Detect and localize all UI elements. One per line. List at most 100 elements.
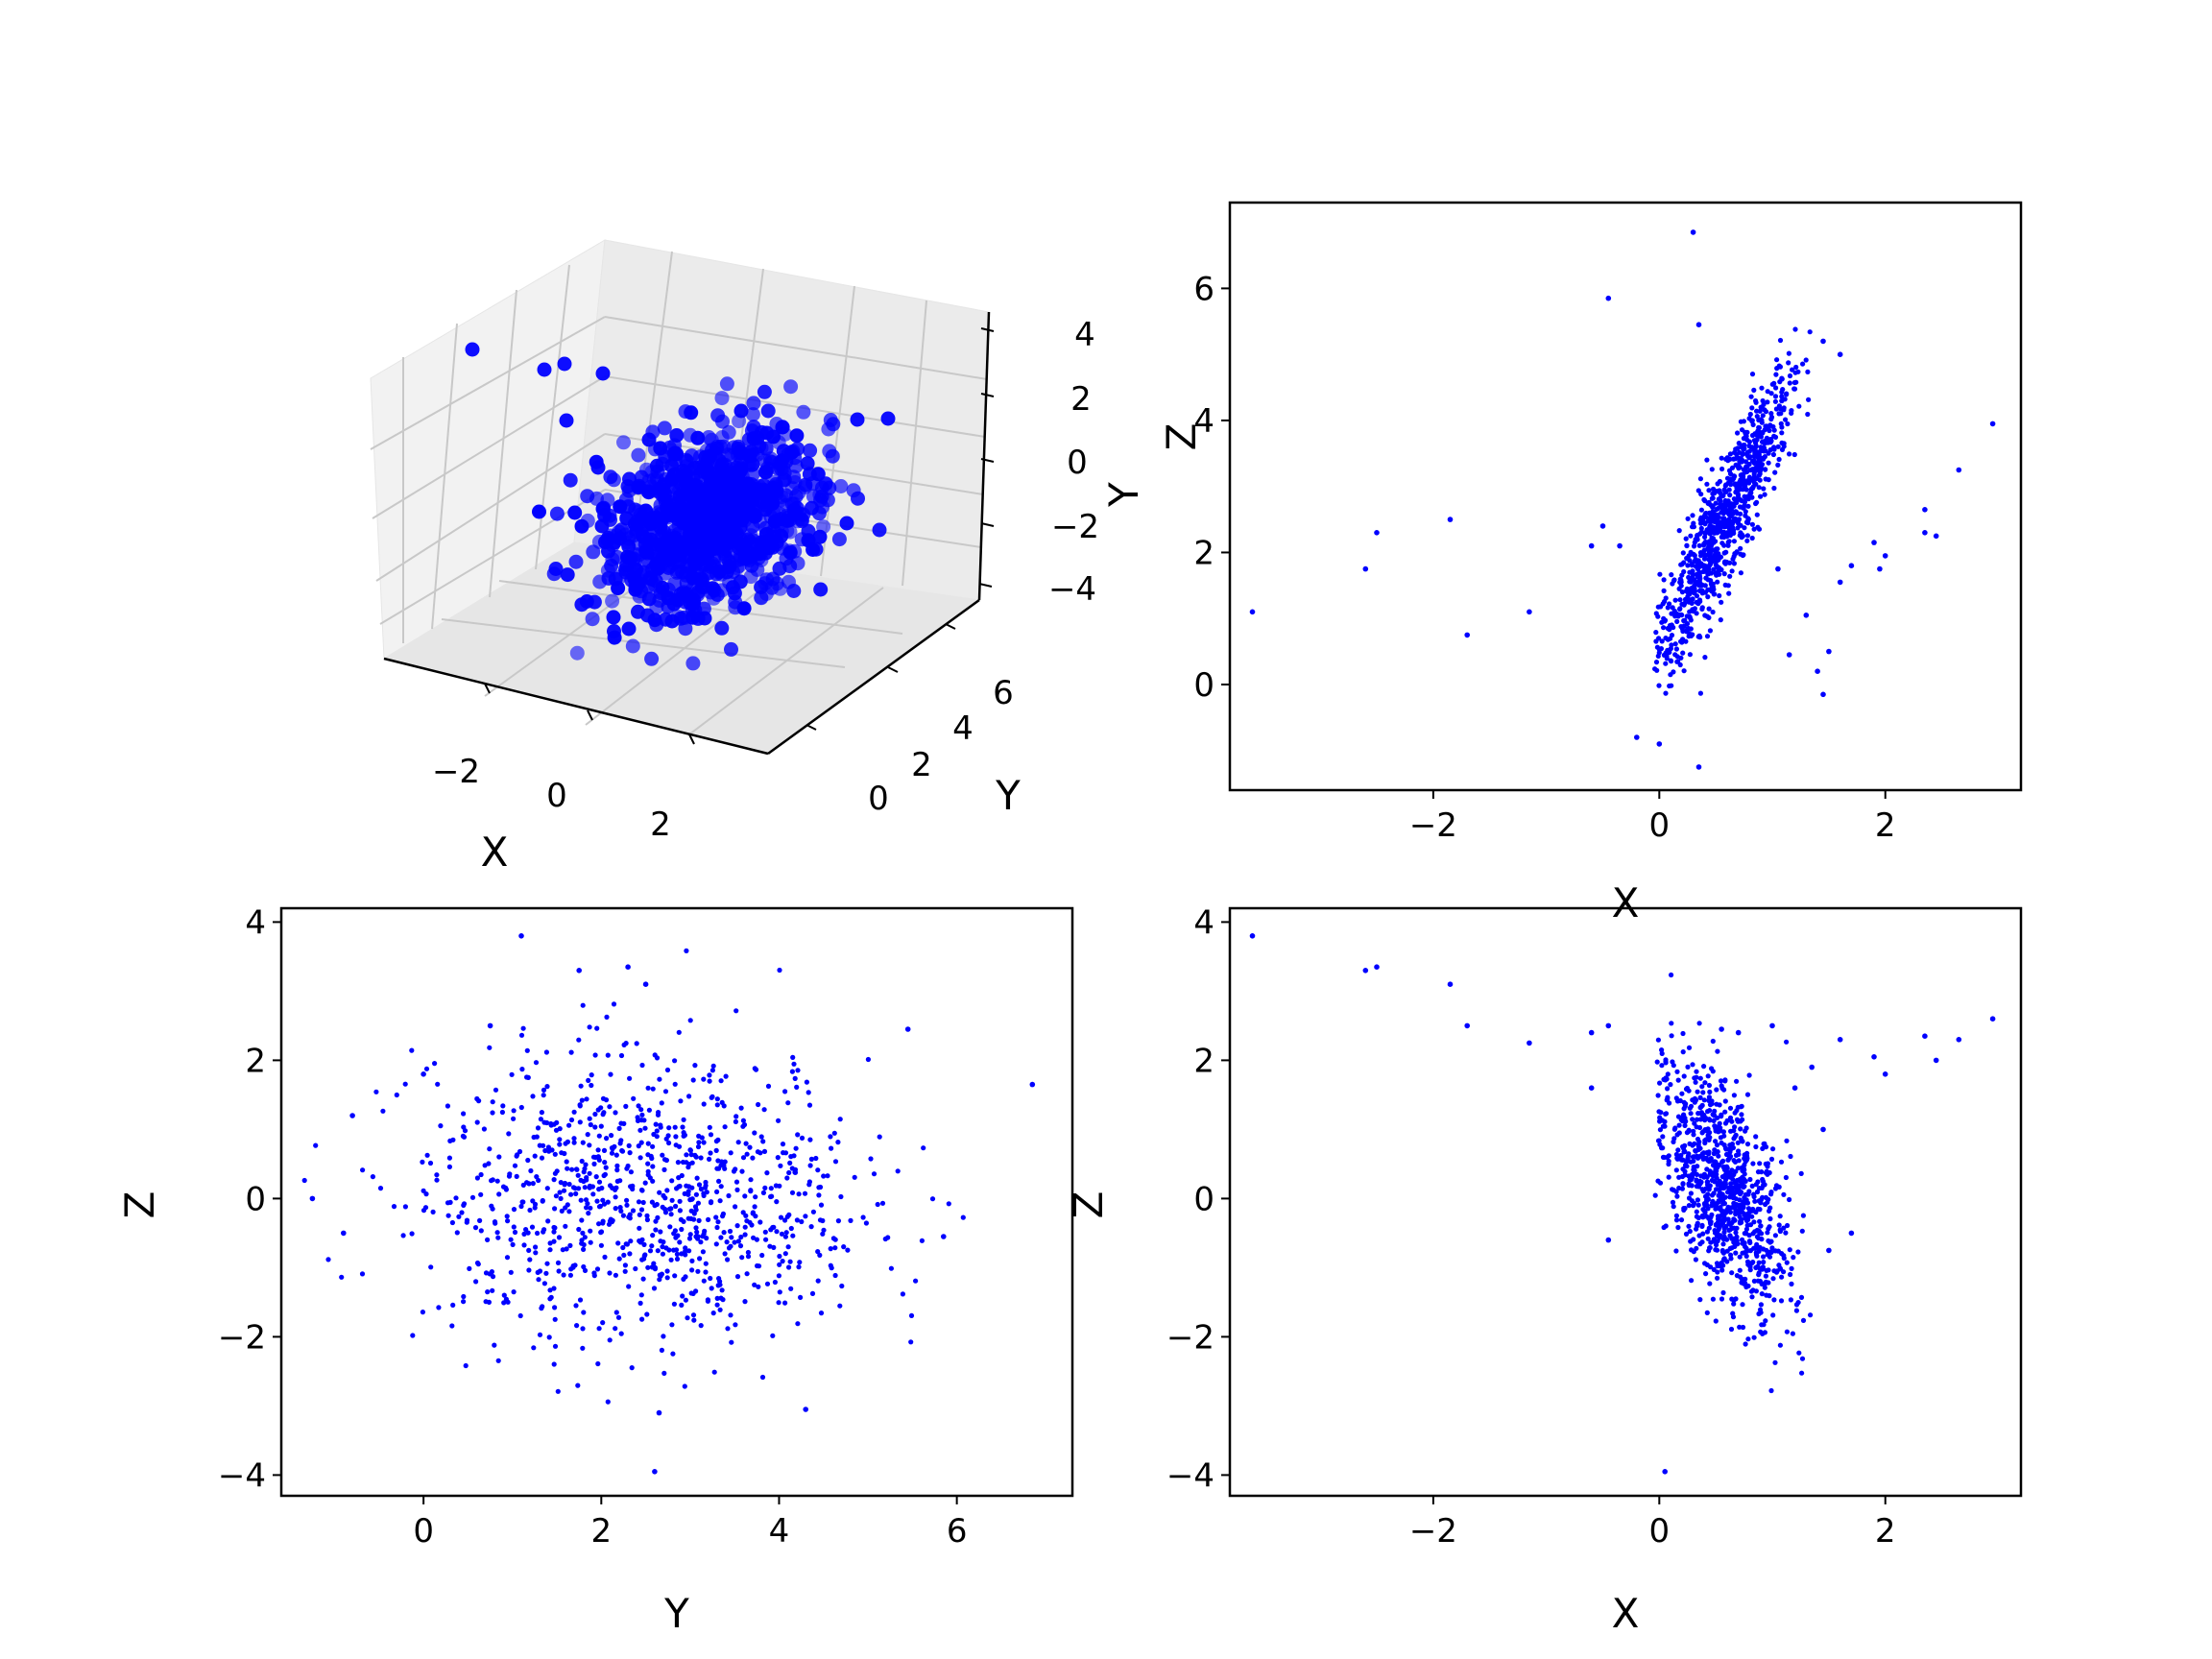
data-point bbox=[1735, 1104, 1741, 1110]
data-point bbox=[1733, 1296, 1739, 1302]
data-point bbox=[635, 1115, 640, 1120]
data-point bbox=[567, 1242, 573, 1248]
data-point bbox=[1698, 525, 1704, 532]
data-point-3d bbox=[620, 479, 636, 494]
data-point bbox=[510, 1241, 516, 1247]
data-point bbox=[449, 1323, 455, 1329]
data-point bbox=[1792, 370, 1798, 375]
data-point bbox=[687, 1197, 693, 1203]
data-point bbox=[778, 1163, 783, 1168]
data-point bbox=[1933, 533, 1939, 540]
data-point-3d bbox=[693, 571, 709, 587]
data-point bbox=[650, 1233, 656, 1238]
data-point-3d bbox=[758, 441, 774, 456]
data-point bbox=[1704, 457, 1710, 463]
data-point bbox=[1713, 500, 1719, 506]
data-point bbox=[623, 1041, 629, 1046]
data-point bbox=[1719, 541, 1725, 546]
data-point bbox=[1664, 1154, 1671, 1161]
data-point bbox=[705, 1297, 711, 1303]
data-point bbox=[1729, 1185, 1735, 1190]
data-point bbox=[946, 1201, 951, 1207]
data-point bbox=[1660, 1145, 1666, 1151]
data-point bbox=[597, 1203, 604, 1209]
data-point bbox=[409, 1231, 415, 1237]
data-point bbox=[1734, 485, 1740, 491]
data-point bbox=[1703, 575, 1709, 581]
data-point bbox=[1665, 1096, 1671, 1102]
data-point bbox=[733, 1008, 739, 1014]
data-point bbox=[1697, 550, 1704, 556]
axis-label-y-bottom-left: Z bbox=[116, 1191, 163, 1219]
data-point bbox=[1695, 537, 1700, 542]
data-point bbox=[654, 1201, 660, 1208]
data-point bbox=[1720, 517, 1726, 522]
data-point bbox=[687, 1232, 693, 1238]
data-point bbox=[701, 1192, 707, 1198]
data-point bbox=[1738, 545, 1743, 551]
data-point bbox=[563, 1141, 568, 1146]
data-point bbox=[546, 1334, 552, 1340]
data-point bbox=[535, 1230, 541, 1237]
data-point bbox=[1783, 417, 1789, 422]
data-point bbox=[763, 1237, 769, 1242]
data-point bbox=[1362, 968, 1369, 974]
data-point bbox=[1617, 542, 1623, 549]
data-point bbox=[1751, 1219, 1757, 1225]
tick-label-z3d: 4 bbox=[1074, 316, 1095, 354]
data-point bbox=[739, 1168, 745, 1174]
data-point bbox=[1727, 470, 1734, 477]
data-point bbox=[785, 1100, 791, 1106]
data-point bbox=[796, 1191, 802, 1197]
data-point bbox=[1734, 1078, 1740, 1084]
data-point bbox=[1702, 1115, 1709, 1121]
data-point bbox=[642, 1125, 648, 1131]
data-point bbox=[1736, 517, 1742, 523]
data-point bbox=[674, 1186, 680, 1191]
data-point bbox=[695, 1143, 702, 1150]
data-point bbox=[1687, 1228, 1693, 1235]
data-point bbox=[743, 1141, 749, 1146]
data-point-3d bbox=[677, 531, 692, 546]
tick-label-y3d: 2 bbox=[911, 746, 932, 784]
data-point bbox=[475, 1262, 481, 1267]
data-point bbox=[713, 1214, 719, 1220]
data-point bbox=[1710, 609, 1716, 615]
data-point bbox=[1702, 583, 1708, 589]
tick-label-x: −2 bbox=[1409, 806, 1457, 845]
data-point bbox=[577, 1119, 583, 1125]
data-point bbox=[607, 1270, 613, 1276]
data-point-3d bbox=[702, 514, 717, 529]
data-point bbox=[729, 1339, 734, 1345]
data-point bbox=[676, 1029, 682, 1035]
data-point bbox=[835, 1140, 841, 1145]
data-point bbox=[1731, 554, 1737, 560]
data-point bbox=[777, 1183, 782, 1189]
data-point bbox=[871, 1171, 878, 1177]
data-point-3d bbox=[569, 645, 585, 661]
data-point bbox=[1788, 1297, 1793, 1303]
data-point bbox=[1599, 523, 1606, 529]
data-point bbox=[761, 1107, 767, 1113]
data-point bbox=[672, 1124, 678, 1130]
data-point bbox=[1727, 1233, 1733, 1238]
data-point bbox=[1786, 350, 1791, 356]
data-point bbox=[588, 1239, 593, 1245]
data-point bbox=[467, 1265, 472, 1271]
data-point bbox=[718, 1235, 724, 1240]
data-point bbox=[551, 1177, 557, 1183]
data-point bbox=[1707, 1281, 1713, 1286]
data-point-3d bbox=[748, 509, 763, 524]
data-point bbox=[1743, 513, 1748, 518]
data-point bbox=[1837, 1037, 1843, 1043]
data-point bbox=[661, 1166, 667, 1172]
data-point bbox=[603, 1097, 610, 1103]
data-point bbox=[645, 1141, 651, 1146]
data-point bbox=[609, 1145, 615, 1151]
data-point bbox=[808, 1156, 815, 1162]
data-point bbox=[1656, 683, 1662, 688]
data-point bbox=[698, 1239, 704, 1245]
tick-label-x3d: −2 bbox=[432, 753, 480, 791]
data-point bbox=[598, 1123, 604, 1129]
